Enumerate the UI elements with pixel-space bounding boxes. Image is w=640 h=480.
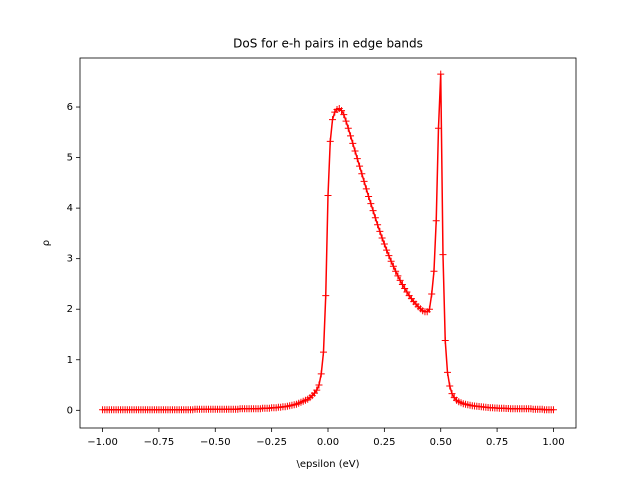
data-marker	[344, 124, 352, 132]
data-marker	[437, 70, 445, 78]
data-marker	[340, 111, 348, 119]
y-tick-label: 5	[67, 153, 73, 164]
y-tick-label: 1	[67, 355, 73, 366]
x-tick-label: 1.00	[542, 437, 564, 448]
data-marker	[385, 252, 393, 260]
data-marker	[403, 288, 411, 296]
x-axis-label: \epsilon (eV)	[296, 459, 359, 470]
data-marker	[383, 246, 391, 254]
x-tick-label: −0.25	[256, 437, 287, 448]
data-marker	[313, 386, 321, 394]
data-marker	[443, 368, 451, 376]
data-marker	[392, 267, 400, 275]
data-marker	[425, 305, 433, 313]
data-marker	[428, 290, 436, 298]
data-marker	[367, 200, 375, 208]
data-marker	[448, 390, 456, 398]
data-marker	[324, 191, 332, 199]
data-marker	[365, 192, 373, 200]
y-tick-label: 3	[67, 254, 73, 265]
data-marker	[326, 137, 334, 145]
data-marker	[396, 276, 404, 284]
data-marker	[401, 284, 409, 292]
x-tick-label: −0.50	[200, 437, 231, 448]
data-marker	[315, 381, 323, 389]
y-tick-label: 6	[67, 102, 73, 113]
data-marker	[317, 370, 325, 378]
data-marker	[351, 147, 359, 155]
y-tick-label: 4	[67, 203, 73, 214]
data-marker	[432, 217, 440, 225]
x-tick-label: 0.75	[486, 437, 508, 448]
y-tick-label: 2	[67, 304, 73, 315]
data-marker	[329, 116, 337, 124]
data-marker	[356, 162, 364, 170]
data-marker	[353, 155, 361, 163]
data-marker	[446, 382, 454, 390]
data-marker	[349, 139, 357, 147]
x-tick-label: −0.75	[144, 437, 175, 448]
data-marker	[441, 337, 449, 345]
data-marker	[378, 234, 386, 242]
data-marker	[347, 132, 355, 140]
x-tick-label: 0.50	[430, 437, 452, 448]
x-tick-label: 0.00	[317, 437, 339, 448]
data-marker	[374, 221, 382, 229]
data-marker	[358, 170, 366, 178]
data-marker	[360, 177, 368, 185]
x-tick-label: 0.25	[373, 437, 395, 448]
data-marker	[319, 348, 327, 356]
data-marker	[387, 257, 395, 265]
data-marker	[371, 214, 379, 222]
data-marker	[394, 272, 402, 280]
data-marker	[322, 292, 330, 300]
y-tick-label: 0	[67, 405, 73, 416]
data-marker	[430, 267, 438, 275]
data-marker	[380, 240, 388, 248]
data-marker	[338, 107, 346, 115]
data-marker	[389, 262, 397, 270]
data-marker	[434, 124, 442, 132]
data-marker	[342, 117, 350, 125]
data-marker	[362, 185, 370, 193]
y-axis-label: ρ	[41, 240, 52, 246]
data-marker	[398, 280, 406, 288]
data-marker	[549, 406, 557, 414]
data-marker	[439, 251, 447, 259]
chart-title: DoS for e-h pairs in edge bands	[233, 37, 423, 51]
plot-frame	[79, 57, 577, 429]
data-marker	[369, 207, 377, 215]
x-tick-label: −1.00	[87, 437, 118, 448]
data-marker	[376, 227, 384, 235]
